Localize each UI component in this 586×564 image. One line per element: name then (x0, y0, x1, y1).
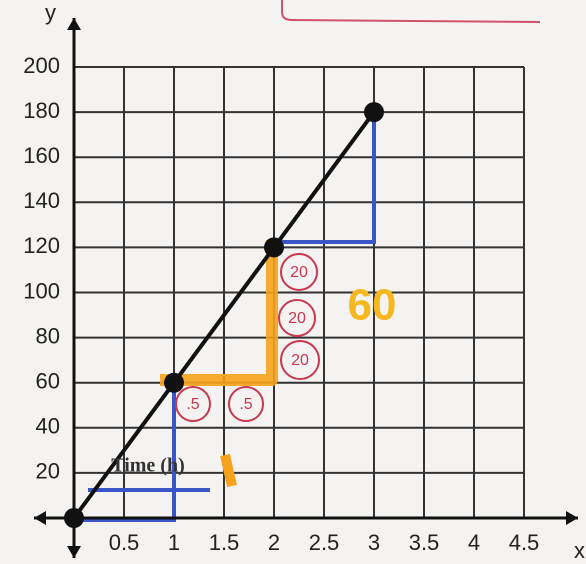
x-tick-label: 1.5 (209, 530, 240, 555)
data-point (64, 508, 84, 528)
x-tick-label: 4 (468, 530, 480, 555)
y-tick-label: 60 (36, 369, 60, 394)
x-tick-label: 2.5 (309, 530, 340, 555)
y-axis-label: y (45, 0, 56, 25)
x-tick-label: 1 (168, 530, 180, 555)
paper (0, 0, 586, 564)
data-point (264, 237, 284, 257)
note-sixty: 60 (348, 281, 397, 330)
x-tick-label: 3 (368, 530, 380, 555)
y-tick-label: 40 (36, 414, 60, 439)
note: 20 (291, 352, 309, 369)
time-label: Time (h) (111, 455, 185, 477)
orange-mark (225, 455, 232, 486)
y-tick-label: 180 (23, 98, 60, 123)
note: 20 (290, 264, 308, 281)
y-tick-label: 200 (23, 53, 60, 78)
y-tick-label: 100 (23, 278, 60, 303)
y-tick-label: 120 (23, 233, 60, 258)
data-point (164, 373, 184, 393)
x-tick-label: 4.5 (509, 530, 540, 555)
note: .5 (186, 396, 199, 413)
y-tick-label: 140 (23, 188, 60, 213)
x-tick-label: 0.5 (109, 530, 140, 555)
chart: 20 40 60 80 100 120 140 160 180 200 0.5 1 1.5 2 2.5 3 3.… (0, 0, 586, 564)
x-tick-label: 3.5 (409, 530, 440, 555)
y-tick-label: 20 (36, 459, 60, 484)
x-tick-label: 2 (268, 530, 280, 555)
note: 20 (288, 310, 306, 327)
data-point (364, 102, 384, 122)
x-axis-label: x (574, 538, 585, 563)
y-tick-label: 80 (36, 323, 60, 348)
y-tick-label: 160 (23, 143, 60, 168)
note: .5 (239, 396, 252, 413)
